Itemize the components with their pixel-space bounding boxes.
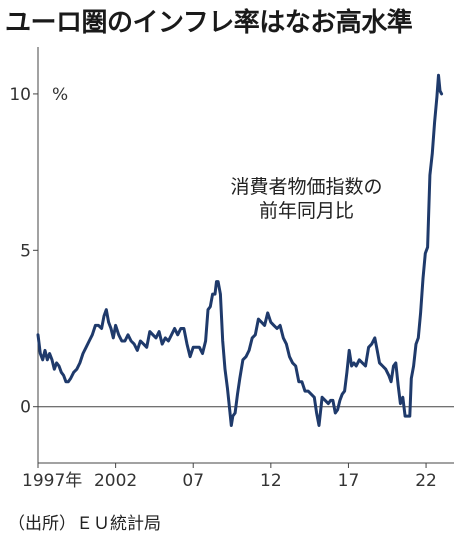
chart-annotation-line: 前年同月比	[259, 200, 354, 222]
x-tick-label: 17	[338, 471, 360, 491]
x-tick-label: 07	[182, 471, 204, 491]
x-tick-label: 1997年	[22, 471, 82, 491]
chart-annotation-line: 消費者物価指数の	[231, 176, 383, 198]
inflation-series-line	[36, 73, 444, 427]
y-tick-label: 0	[20, 398, 31, 418]
source-note: （出所）ＥＵ統計局	[8, 514, 161, 534]
x-tick-label: 2002	[94, 471, 137, 491]
y-tick-label: 10	[9, 85, 31, 105]
y-unit-label: %	[52, 85, 68, 105]
x-tick-label: 12	[260, 471, 282, 491]
x-tick-label: 22	[415, 471, 437, 491]
y-tick-label: 5	[20, 241, 31, 261]
chart-title: ユーロ圏のインフレ率はなお高水準	[5, 8, 413, 38]
